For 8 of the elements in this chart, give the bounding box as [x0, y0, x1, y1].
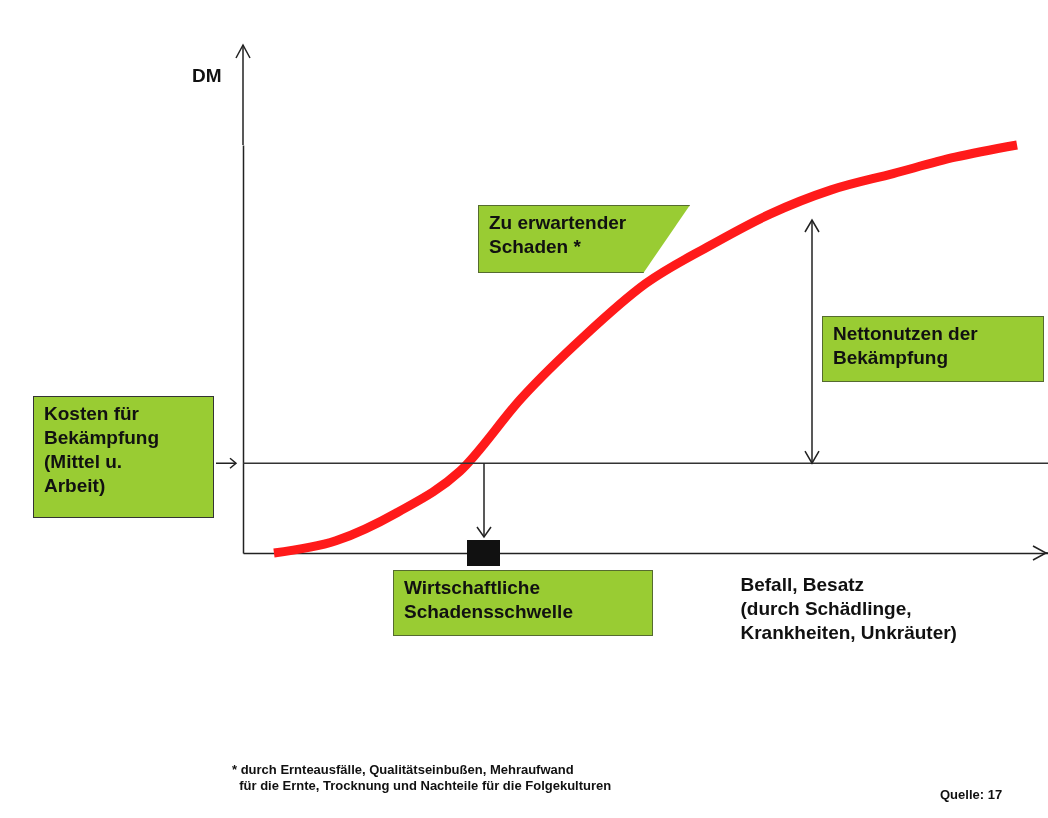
callout-box: Zu erwartender Schaden * [478, 205, 690, 273]
callout-box: Nettonutzen der Bekämpfung [822, 316, 1044, 382]
callout-box: Kosten für Bekämpfung (Mittel u. Arbeit) [33, 396, 214, 519]
x-axis-title: Befall, Besatz (durch Schädlinge, Krankheiten, Unkräuter) [740, 573, 957, 643]
callout-box: Wirtschaftliche Schadensschwelle [393, 570, 653, 636]
y-axis-title: DM [191, 64, 222, 86]
text: * durch Ernteausfälle, Qualitätseinbußen, Mehraufwand für die Ernte, Trocknung und Nachteile für die Folgekulturen [232, 762, 612, 794]
source-note: Quelle: 17 [940, 787, 1003, 803]
